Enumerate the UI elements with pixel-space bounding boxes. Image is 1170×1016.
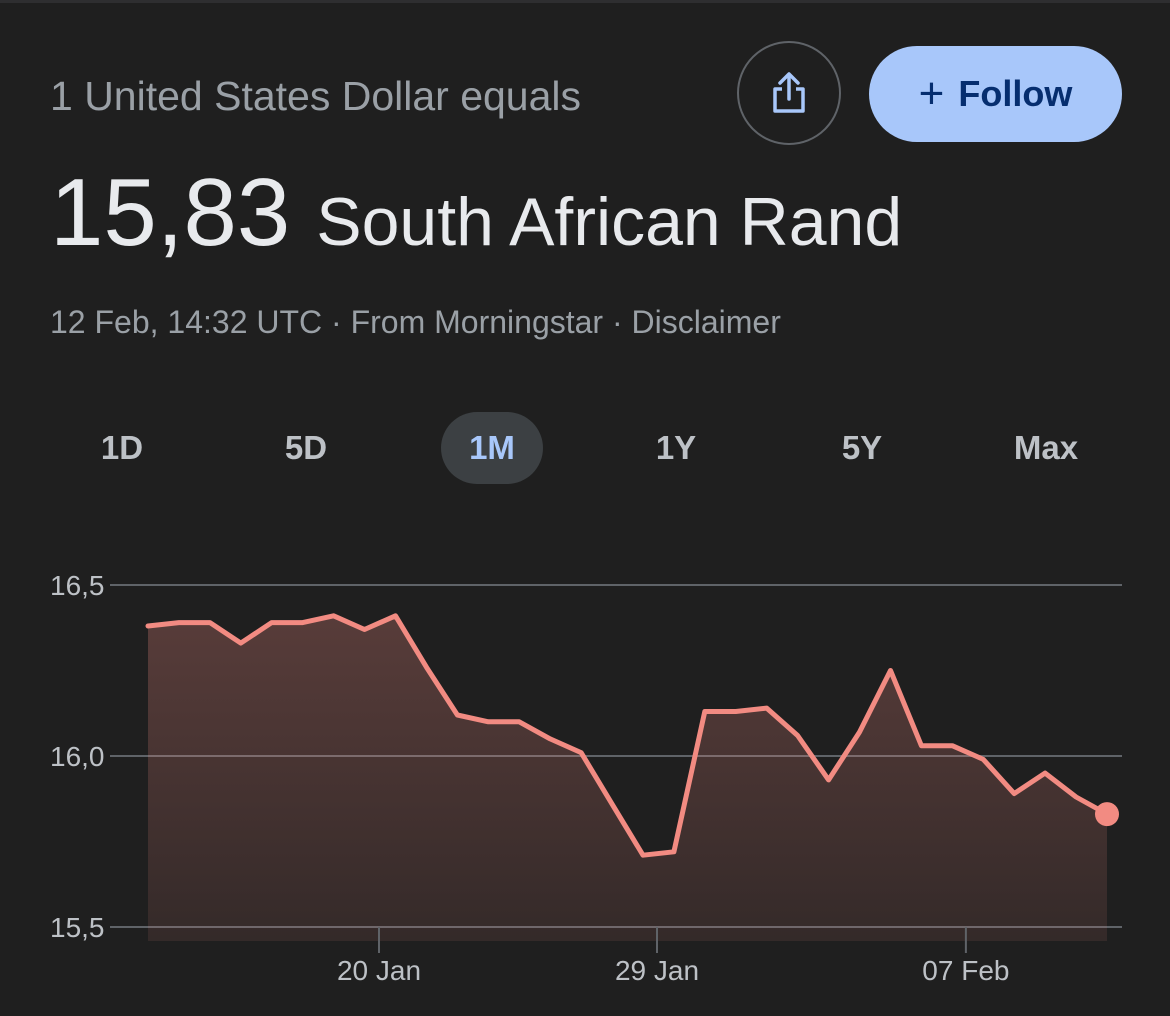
tab-1y[interactable]: 1Y (655, 429, 697, 466)
x-tick-label: 07 Feb (922, 955, 1009, 986)
tab-max[interactable]: Max (1013, 429, 1079, 466)
tab-1m[interactable]: 1M (441, 412, 543, 484)
meta-separator: · (331, 304, 342, 340)
rate-value: 15,83 (50, 159, 291, 266)
timestamp: 12 Feb, 14:32 UTC (50, 304, 323, 340)
area-fill (148, 615, 1107, 941)
tab-5y[interactable]: 5Y (841, 429, 883, 466)
y-tick-label: 15,5 (50, 912, 105, 943)
exchange-rate-chart: 16,5 16,0 15,5 20 Jan 29 Jan 07 Feb (50, 570, 1122, 986)
tab-1d[interactable]: 1D (100, 429, 144, 466)
share-icon (773, 72, 805, 113)
conversion-label: 1 United States Dollar equals (50, 73, 582, 119)
rate-currency: South African Rand (316, 184, 903, 260)
exchange-rate: 15,83 South African Rand (50, 158, 902, 268)
y-tick-label: 16,5 (50, 570, 105, 601)
plus-icon: + (918, 69, 945, 118)
meta-info: 12 Feb, 14:32 UTC · From Morningstar · D… (50, 302, 781, 342)
range-tabs: 1D 5D 1M 1Y 5Y Max (30, 412, 1140, 484)
y-tick-label: 16,0 (50, 741, 105, 772)
disclaimer-link[interactable]: Disclaimer (631, 304, 781, 340)
share-button[interactable] (737, 41, 841, 145)
source-link[interactable]: From Morningstar (350, 304, 604, 340)
follow-label: Follow (958, 73, 1073, 114)
x-tick-label: 20 Jan (337, 955, 421, 986)
tab-5d[interactable]: 5D (284, 429, 328, 466)
x-tick-label: 29 Jan (615, 955, 699, 986)
top-divider (0, 0, 1170, 3)
latest-value-dot (1095, 802, 1119, 827)
meta-separator: · (611, 304, 623, 340)
series-line (145, 613, 1110, 858)
follow-button[interactable]: + Follow (869, 46, 1122, 142)
